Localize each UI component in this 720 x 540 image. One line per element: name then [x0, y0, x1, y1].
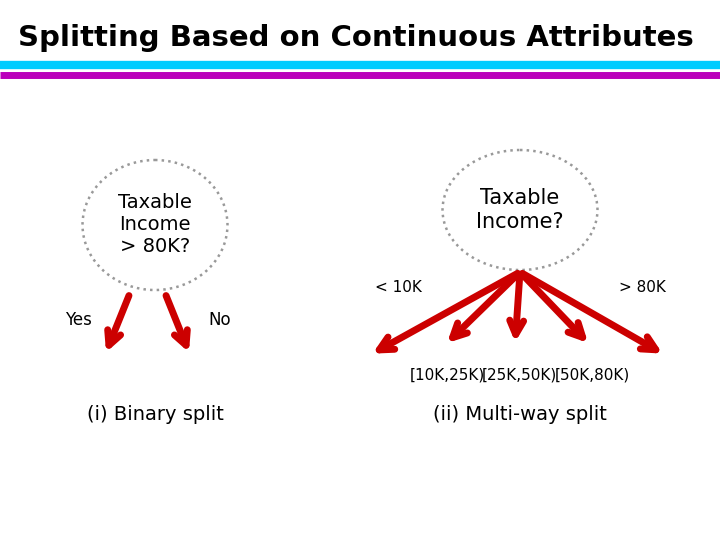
Text: > 80K: > 80K	[618, 280, 665, 295]
Text: [10K,25K): [10K,25K)	[410, 368, 485, 382]
Text: (ii) Multi-way split: (ii) Multi-way split	[433, 406, 607, 424]
Text: No: No	[209, 311, 231, 329]
Text: [50K,80K): [50K,80K)	[554, 368, 629, 382]
Text: [25K,50K): [25K,50K)	[482, 368, 557, 382]
Text: < 10K: < 10K	[374, 280, 421, 295]
Text: Splitting Based on Continuous Attributes: Splitting Based on Continuous Attributes	[18, 24, 694, 52]
Text: Taxable
Income
> 80K?: Taxable Income > 80K?	[118, 193, 192, 256]
Text: Yes: Yes	[65, 311, 91, 329]
Text: (i) Binary split: (i) Binary split	[86, 406, 223, 424]
Text: Taxable
Income?: Taxable Income?	[476, 188, 564, 232]
